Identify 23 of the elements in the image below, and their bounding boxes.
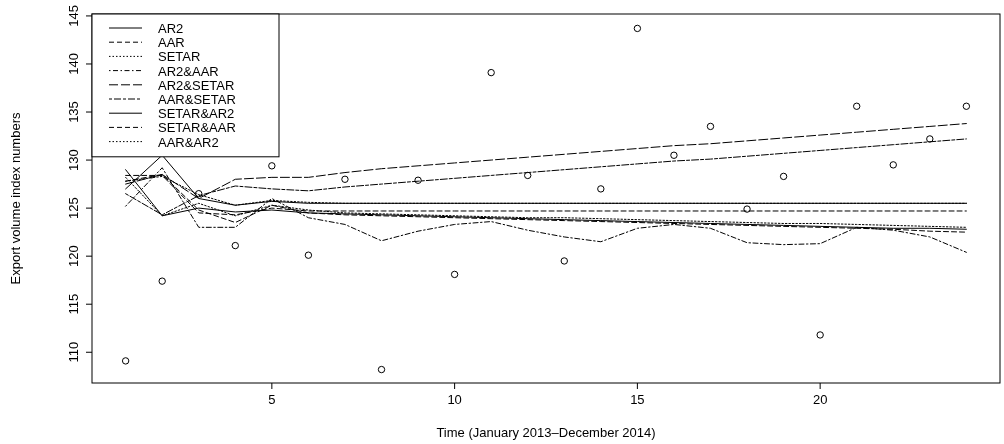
legend-label: SETAR <box>158 49 201 65</box>
legend-label: SETAR&AR2 <box>158 106 235 122</box>
y-tick-label: 125 <box>66 197 81 219</box>
x-axis-title: Time (January 2013–December 2014) <box>436 425 656 440</box>
y-tick-label: 115 <box>66 293 81 315</box>
legend-label: AAR&SETAR <box>158 92 236 107</box>
y-tick-label: 120 <box>66 245 81 268</box>
y-tick-label: 110 <box>66 341 81 363</box>
x-tick-label: 20 <box>812 392 828 407</box>
y-tick-label: 135 <box>66 101 81 123</box>
y-tick-label: 130 <box>66 149 81 171</box>
legend-label: AR2&SETAR <box>158 77 235 93</box>
legend-label: AAR <box>158 35 185 51</box>
legend-label: SETAR&AAR <box>158 120 236 136</box>
y-tick-label: 140 <box>66 53 81 75</box>
x-tick-label: 10 <box>447 392 462 407</box>
legend-label: AR2 <box>158 21 184 36</box>
x-tick-label: 5 <box>268 392 276 407</box>
y-axis-title: Export volume index numbers <box>8 112 23 285</box>
y-tick-label: 145 <box>66 5 81 27</box>
legend-label: AAR&AR2 <box>158 134 219 150</box>
x-tick-label: 15 <box>630 392 645 407</box>
legend-label: AR2&AAR <box>158 63 219 79</box>
